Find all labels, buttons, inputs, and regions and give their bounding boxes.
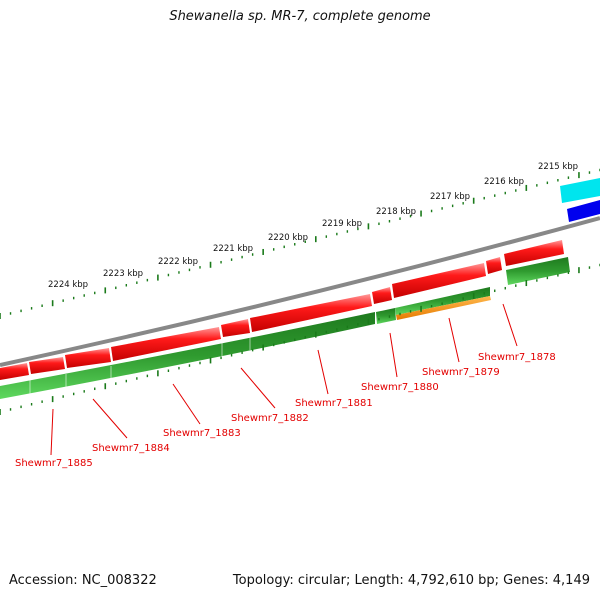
green-gene-1880 xyxy=(376,308,396,324)
gene-label-1880: Shewmr7_1880 xyxy=(361,382,439,393)
kbp-label: 2219 kbp xyxy=(322,219,362,229)
green-gene-1879 xyxy=(395,287,490,315)
outer-tick-ring xyxy=(0,168,600,319)
kbp-label: 2221 kbp xyxy=(213,244,253,254)
gene-label-1878: Shewmr7_1878 xyxy=(478,352,556,363)
gene-label-1879: Shewmr7_1879 xyxy=(422,367,500,378)
red-cds-1885 xyxy=(29,357,65,374)
red-cds-1883 xyxy=(111,327,221,361)
red-cds-1886 xyxy=(0,363,29,380)
red-cds-1882 xyxy=(221,319,250,337)
red-cds-1878 xyxy=(486,257,502,274)
green-gene-track xyxy=(0,257,570,399)
green-gene-band xyxy=(0,312,375,399)
genome-summary-text: Topology: circular; Length: 4,792,610 bp… xyxy=(232,573,590,588)
kbp-label: 2224 kbp xyxy=(48,280,88,290)
gene-label-1881: Shewmr7_1881 xyxy=(295,398,373,409)
kbp-label: 2216 kbp xyxy=(484,177,524,187)
red-cds-1881 xyxy=(250,294,372,332)
kbp-label: 2215 kbp xyxy=(538,162,578,172)
inner-tick-ring xyxy=(0,263,600,415)
green-gene-1878 xyxy=(506,257,570,285)
kbp-label: 2223 kbp xyxy=(103,269,143,279)
red-cds-1879 xyxy=(392,263,486,298)
kbp-label: 2217 kbp xyxy=(430,192,470,202)
gene-label-1884: Shewmr7_1884 xyxy=(92,443,170,454)
label-leaders xyxy=(50,303,518,456)
red-cds-1877 xyxy=(504,240,564,266)
gene-label-1882: Shewmr7_1882 xyxy=(231,413,309,424)
backbone-arc xyxy=(0,216,600,367)
map-title: Shewanella sp. MR-7, complete genome xyxy=(169,9,431,24)
orange-feature-1879 xyxy=(396,296,491,320)
red-cds-1880 xyxy=(372,287,392,304)
kbp-label: 2220 kbp xyxy=(268,233,308,243)
blue-feature xyxy=(567,200,600,222)
kbp-label: 2218 kbp xyxy=(376,207,416,217)
kbp-label: 2222 kbp xyxy=(158,257,198,267)
red-cds-1884 xyxy=(65,348,111,368)
accession-text: Accession: NC_008322 xyxy=(9,573,157,588)
red-cds-track xyxy=(0,240,564,380)
gene-label-1885: Shewmr7_1885 xyxy=(15,458,93,469)
cyan-feature xyxy=(560,178,600,203)
gene-label-1883: Shewmr7_1883 xyxy=(163,428,241,439)
kbp-labels: 2215 kbp 2216 kbp 2217 kbp 2218 kbp 2219 kbp… xyxy=(48,162,578,290)
